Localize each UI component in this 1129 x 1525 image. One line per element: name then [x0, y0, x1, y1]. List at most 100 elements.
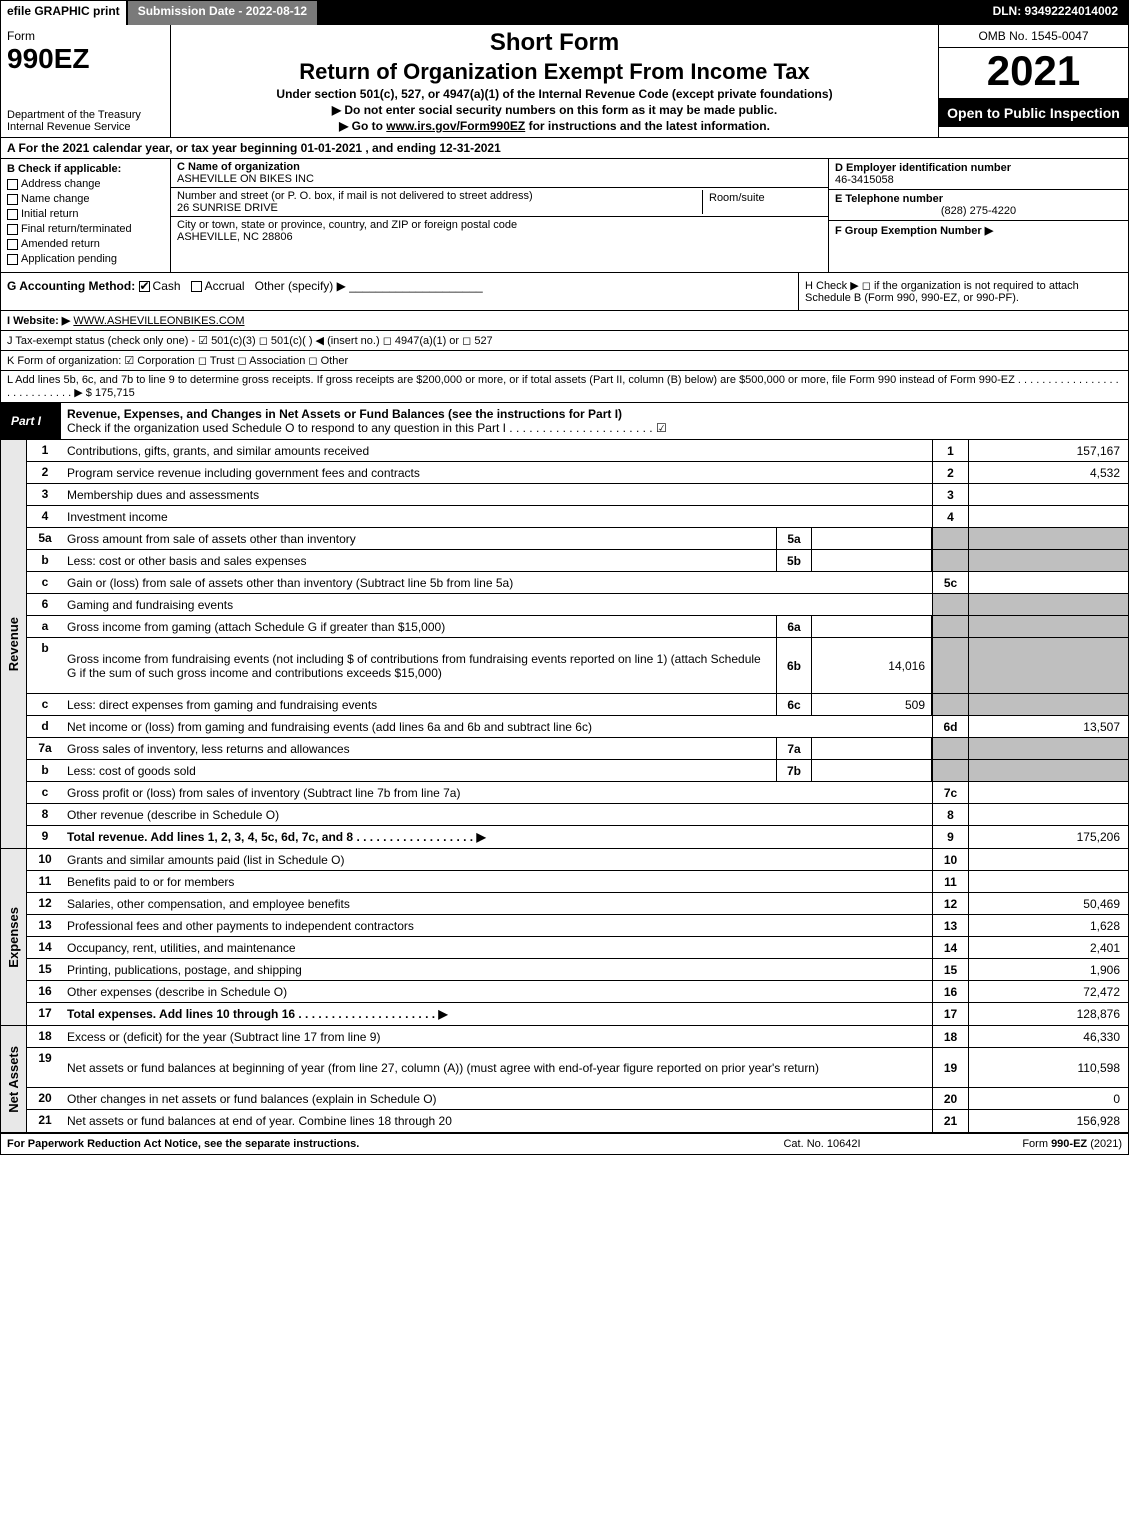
- i-label: I Website: ▶: [7, 315, 70, 327]
- l15-desc: Printing, publications, postage, and shi…: [67, 963, 302, 977]
- l9-desc: Total revenue. Add lines 1, 2, 3, 4, 5c,…: [67, 830, 486, 844]
- cb-address-change[interactable]: Address change: [7, 178, 164, 190]
- line-5b: bLess: cost or other basis and sales exp…: [27, 550, 1128, 572]
- l4-desc: Investment income: [67, 510, 168, 524]
- header-right: OMB No. 1545-0047 2021 Open to Public In…: [938, 25, 1128, 137]
- g-label: G Accounting Method:: [7, 279, 139, 293]
- c-city-value: ASHEVILLE, NC 28806: [177, 231, 822, 243]
- l2-desc: Program service revenue including govern…: [67, 466, 420, 480]
- cb-final-return[interactable]: Final return/terminated: [7, 223, 164, 235]
- website-link[interactable]: WWW.ASHEVILLEONBIKES.COM: [73, 315, 244, 327]
- l17-desc: Total expenses. Add lines 10 through 16 …: [67, 1007, 448, 1021]
- line-18: 18Excess or (deficit) for the year (Subt…: [27, 1026, 1128, 1048]
- h-schedule-b: H Check ▶ ◻ if the organization is not r…: [798, 273, 1128, 310]
- line-2: 2Program service revenue including gover…: [27, 462, 1128, 484]
- l20-desc: Other changes in net assets or fund bala…: [67, 1092, 437, 1106]
- irs-link[interactable]: www.irs.gov/Form990EZ: [386, 119, 525, 133]
- form-ref-pre: Form: [1022, 1138, 1051, 1150]
- row-k-org-form: K Form of organization: ☑ Corporation ◻ …: [1, 351, 1128, 371]
- netassets-table: Net Assets 18Excess or (deficit) for the…: [1, 1026, 1128, 1134]
- l7b-subval: [812, 760, 932, 781]
- l7b-desc: Less: cost of goods sold: [67, 764, 196, 778]
- l10-desc: Grants and similar amounts paid (list in…: [67, 853, 344, 867]
- section-def: D Employer identification number 46-3415…: [828, 159, 1128, 272]
- l6-numshade: [932, 594, 968, 615]
- omb-number: OMB No. 1545-0047: [939, 25, 1128, 48]
- form-990ez-page: efile GRAPHIC print Submission Date - 20…: [0, 0, 1129, 1155]
- form-number: 990EZ: [7, 43, 164, 75]
- cb-initial-return[interactable]: Initial return: [7, 208, 164, 220]
- f-label: F Group Exemption Number ▶: [835, 225, 993, 237]
- l12-val: 50,469: [968, 893, 1128, 914]
- revenue-table: Revenue 1Contributions, gifts, grants, a…: [1, 440, 1128, 849]
- l13-num: 13: [932, 915, 968, 936]
- top-bar: efile GRAPHIC print Submission Date - 20…: [1, 1, 1128, 25]
- opt-final: Final return/terminated: [21, 223, 132, 235]
- l20-val: 0: [968, 1088, 1128, 1109]
- l6c-valshade: [968, 694, 1128, 715]
- part-1-title: Revenue, Expenses, and Changes in Net As…: [61, 403, 1128, 439]
- instr2-post: for instructions and the latest informat…: [525, 119, 770, 133]
- accrual-label: Accrual: [205, 279, 245, 293]
- line-17: 17 Total expenses. Add lines 10 through 1…: [27, 1003, 1128, 1025]
- l5a-sub: 5a: [776, 528, 812, 549]
- l5b-desc: Less: cost or other basis and sales expe…: [67, 554, 306, 568]
- l4-num: 4: [932, 506, 968, 527]
- cb-cash[interactable]: [139, 281, 150, 292]
- instr2-pre: Go to: [352, 119, 387, 133]
- c-name-label: C Name of organization: [177, 161, 822, 173]
- line-7b: bLess: cost of goods sold7b: [27, 760, 1128, 782]
- cash-label: Cash: [153, 279, 181, 293]
- l19-desc: Net assets or fund balances at beginning…: [67, 1061, 819, 1075]
- l3-desc: Membership dues and assessments: [67, 488, 259, 502]
- l13-desc: Professional fees and other payments to …: [67, 919, 414, 933]
- l5c-num: 5c: [932, 572, 968, 593]
- line-14: 14Occupancy, rent, utilities, and mainte…: [27, 937, 1128, 959]
- part1-check-text: Check if the organization used Schedule …: [67, 421, 667, 435]
- main-title: Return of Organization Exempt From Incom…: [299, 59, 810, 85]
- l6b-subval: 14,016: [812, 638, 932, 693]
- row-j-tax-status: J Tax-exempt status (check only one) - ☑…: [1, 331, 1128, 351]
- cb-name-change[interactable]: Name change: [7, 193, 164, 205]
- cb-accrual[interactable]: [191, 281, 202, 292]
- header-left: Form 990EZ Department of the Treasury In…: [1, 25, 171, 137]
- accounting-method: G Accounting Method: Cash Accrual Other …: [1, 273, 798, 310]
- cb-amended-return[interactable]: Amended return: [7, 238, 164, 250]
- l6-valshade: [968, 594, 1128, 615]
- line-6: 6Gaming and fundraising events: [27, 594, 1128, 616]
- block-bcdef: B Check if applicable: Address change Na…: [1, 159, 1128, 273]
- l3-num: 3: [932, 484, 968, 505]
- opt-name: Name change: [21, 193, 90, 205]
- l8-desc: Other revenue (describe in Schedule O): [67, 808, 279, 822]
- l7c-val: [968, 782, 1128, 803]
- netassets-side-label: Net Assets: [1, 1026, 27, 1132]
- part-1-header: Part I Revenue, Expenses, and Changes in…: [1, 403, 1128, 440]
- l14-desc: Occupancy, rent, utilities, and maintena…: [67, 941, 296, 955]
- l6c-subval: 509: [812, 694, 932, 715]
- line-7a: 7aGross sales of inventory, less returns…: [27, 738, 1128, 760]
- paperwork-notice: For Paperwork Reduction Act Notice, see …: [7, 1138, 722, 1150]
- cb-application-pending[interactable]: Application pending: [7, 253, 164, 265]
- l7b-numshade: [932, 760, 968, 781]
- line-8: 8Other revenue (describe in Schedule O)8: [27, 804, 1128, 826]
- l6d-val: 13,507: [968, 716, 1128, 737]
- revenue-side-label: Revenue: [1, 440, 27, 848]
- b-label: B Check if applicable:: [7, 163, 164, 175]
- revenue-text: Revenue: [6, 617, 21, 671]
- line-a: A For the 2021 calendar year, or tax yea…: [1, 138, 1128, 159]
- l5a-subval: [812, 528, 932, 549]
- efile-print-label[interactable]: efile GRAPHIC print: [1, 1, 128, 25]
- l17-num: 17: [932, 1003, 968, 1025]
- l6d-num: 6d: [932, 716, 968, 737]
- l20-num: 20: [932, 1088, 968, 1109]
- l6c-sub: 6c: [776, 694, 812, 715]
- line-21: 21Net assets or fund balances at end of …: [27, 1110, 1128, 1132]
- l15-val: 1,906: [968, 959, 1128, 980]
- l10-val: [968, 849, 1128, 870]
- header-mid: Short Form Return of Organization Exempt…: [171, 25, 938, 137]
- opt-address: Address change: [21, 178, 101, 190]
- l5b-numshade: [932, 550, 968, 571]
- l2-val: 4,532: [968, 462, 1128, 483]
- line-6d: dNet income or (loss) from gaming and fu…: [27, 716, 1128, 738]
- l18-val: 46,330: [968, 1026, 1128, 1047]
